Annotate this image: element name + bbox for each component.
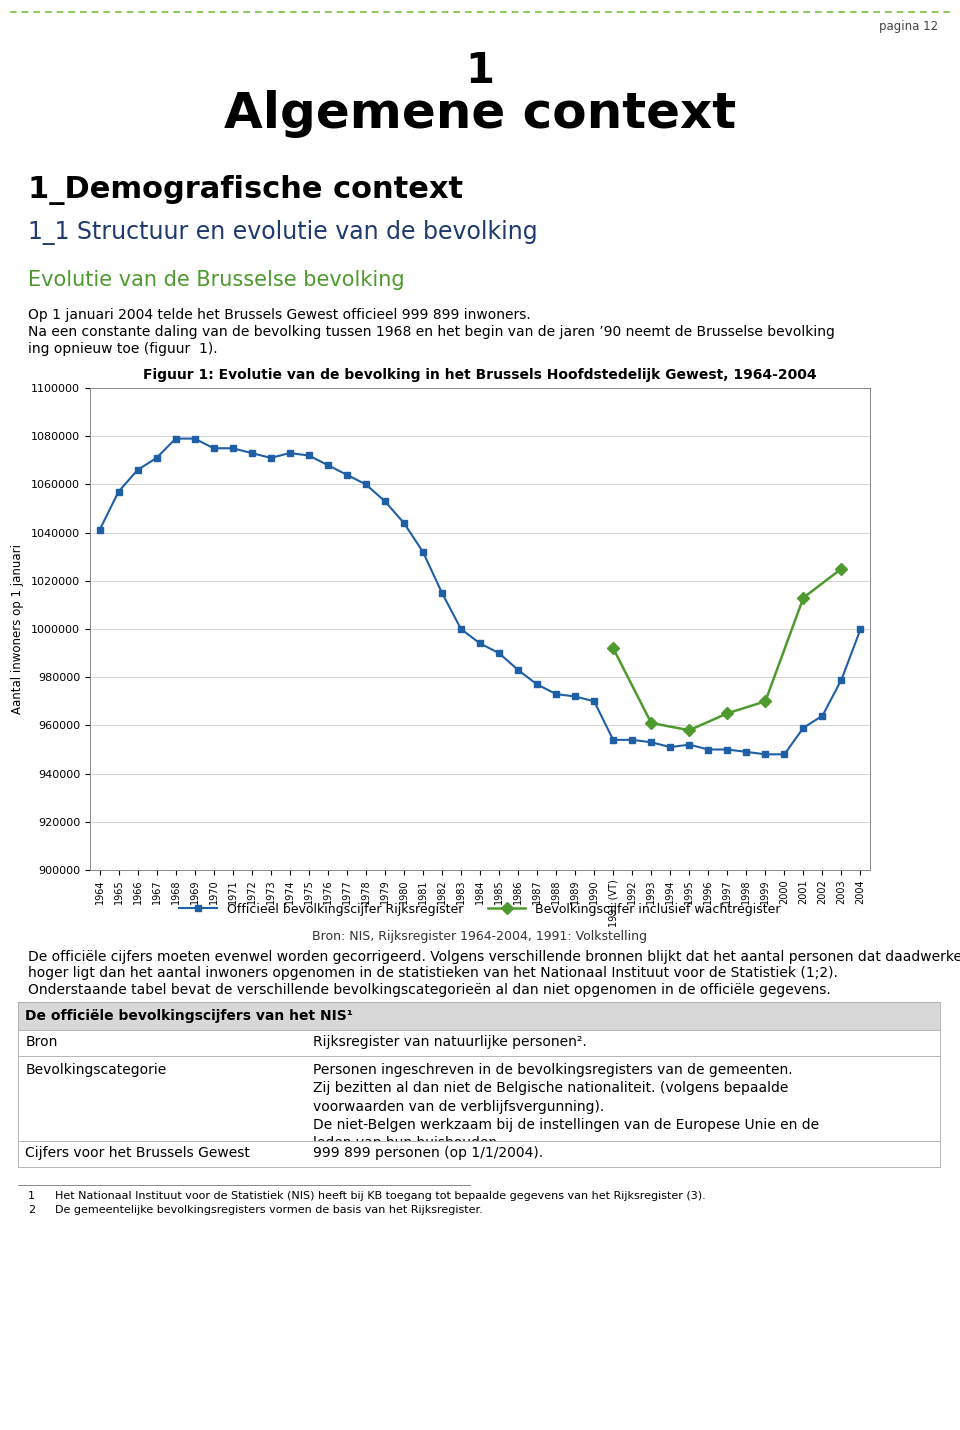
Text: Figuur 1: Evolutie van de bevolking in het Brussels Hoofdstedelijk Gewest, 1964-: Figuur 1: Evolutie van de bevolking in h… [143, 368, 817, 382]
Text: Bron: Bron [25, 1035, 58, 1048]
Text: ing opnieuw toe (figuur  1).: ing opnieuw toe (figuur 1). [28, 342, 218, 356]
Text: Rijksregister van natuurlijke personen².: Rijksregister van natuurlijke personen². [313, 1035, 587, 1048]
Text: 999 899 personen (op 1/1/2004).: 999 899 personen (op 1/1/2004). [313, 1145, 543, 1160]
Text: Na een constante daling van de bevolking tussen 1968 en het begin van de jaren ’: Na een constante daling van de bevolking… [28, 325, 835, 339]
Y-axis label: Aantal inwoners op 1 januari: Aantal inwoners op 1 januari [12, 543, 24, 714]
Text: Onderstaande tabel bevat de verschillende bevolkingscategorieën al dan niet opge: Onderstaande tabel bevat de verschillend… [28, 982, 830, 997]
Text: 2: 2 [28, 1205, 36, 1216]
Legend: Officieel bevolkingscijfer Rijksregister, Bevolkingscijfer inclusief wachtregist: Officieel bevolkingscijfer Rijksregister… [174, 898, 786, 921]
Text: pagina 12: pagina 12 [878, 20, 938, 33]
Text: 1_1 Structuur en evolutie van de bevolking: 1_1 Structuur en evolutie van de bevolki… [28, 220, 538, 245]
Text: Op 1 januari 2004 telde het Brussels Gewest officieel 999 899 inwoners.: Op 1 januari 2004 telde het Brussels Gew… [28, 307, 531, 322]
Text: Evolutie van de Brusselse bevolking: Evolutie van de Brusselse bevolking [28, 270, 404, 290]
Text: Bron: NIS, Rijksregister 1964-2004, 1991: Volkstelling: Bron: NIS, Rijksregister 1964-2004, 1991… [313, 930, 647, 942]
Text: De gemeentelijke bevolkingsregisters vormen de basis van het Rijksregister.: De gemeentelijke bevolkingsregisters vor… [55, 1205, 483, 1216]
Text: hoger ligt dan het aantal inwoners opgenomen in de statistieken van het Nationaa: hoger ligt dan het aantal inwoners opgen… [28, 967, 838, 980]
Text: Het Nationaal Instituut voor de Statistiek (NIS) heeft bij KB toegang tot bepaal: Het Nationaal Instituut voor de Statisti… [55, 1191, 706, 1201]
Text: Bevolkingscategorie: Bevolkingscategorie [25, 1062, 167, 1077]
Text: Cijfers voor het Brussels Gewest: Cijfers voor het Brussels Gewest [25, 1145, 251, 1160]
Text: 1: 1 [28, 1191, 35, 1201]
Text: 1_Demografische context: 1_Demografische context [28, 174, 463, 204]
Text: Personen ingeschreven in de bevolkingsregisters van de gemeenten.
Zij bezitten a: Personen ingeschreven in de bevolkingsre… [313, 1062, 819, 1150]
Text: De officiële bevolkingscijfers van het NIS¹: De officiële bevolkingscijfers van het N… [25, 1010, 353, 1022]
Text: De officiële cijfers moeten evenwel worden gecorrigeerd. Volgens verschillende b: De officiële cijfers moeten evenwel word… [28, 950, 960, 964]
Text: 1: 1 [466, 50, 494, 92]
Text: Algemene context: Algemene context [224, 90, 736, 139]
